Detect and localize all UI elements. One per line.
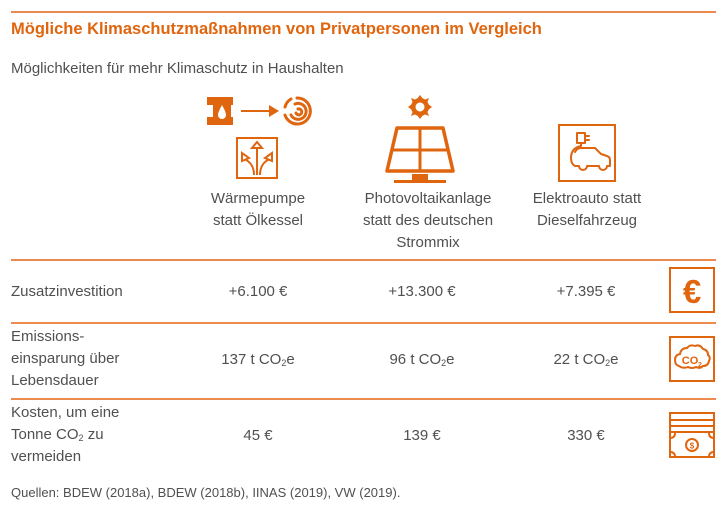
solar-panel-icon bbox=[380, 95, 460, 185]
cell-emissions-electric-car: 22 t CO2e bbox=[553, 351, 619, 368]
top-rule bbox=[11, 11, 716, 13]
table-rule bbox=[11, 259, 716, 261]
column-header-heatpump: Wärmepumpe statt Ölkessel bbox=[210, 190, 306, 229]
row-label-kosten: Kosten, um eine Tonne CO2 zu vermeiden bbox=[11, 404, 120, 465]
svg-text:$: $ bbox=[690, 442, 695, 451]
cell-cost-heatpump: 45 € bbox=[243, 427, 273, 444]
column-header-electric-car: Elektroauto statt Dieselfahrzeug bbox=[532, 190, 642, 229]
cell-cost-photovoltaic: 139 € bbox=[403, 427, 441, 444]
euro-icon: € bbox=[669, 267, 715, 313]
row-label-emissionseinsparung: Emissions- einsparung über Lebensdauer bbox=[11, 328, 120, 389]
svg-text:2: 2 bbox=[698, 362, 702, 369]
oil-to-heatpump-icon bbox=[205, 95, 320, 185]
cell-emissions-heatpump: 137 t CO2e bbox=[221, 351, 295, 368]
cell-investment-heatpump: +6.100 € bbox=[228, 283, 288, 300]
row-label-zusatzinvestition: Zusatzinvestition bbox=[11, 283, 123, 300]
cell-cost-electric-car: 330 € bbox=[567, 427, 605, 444]
svg-text:CO: CO bbox=[682, 355, 699, 367]
table-rule bbox=[11, 322, 716, 324]
table-rule bbox=[11, 398, 716, 400]
chart-subtitle: Möglichkeiten für mehr Klimaschutz in Ha… bbox=[11, 60, 344, 77]
cell-emissions-photovoltaic: 96 t CO2e bbox=[389, 351, 455, 368]
electric-car-icon bbox=[558, 124, 616, 182]
co2-cloud-icon: CO 2 bbox=[669, 336, 715, 382]
source-note: Quellen: BDEW (2018a), BDEW (2018b), IIN… bbox=[11, 485, 401, 500]
chart-title: Mögliche Klimaschutzmaßnahmen von Privat… bbox=[11, 20, 542, 38]
cell-investment-electric-car: +7.395 € bbox=[556, 283, 616, 300]
cell-investment-photovoltaic: +13.300 € bbox=[388, 283, 456, 300]
svg-text:€: € bbox=[683, 273, 701, 310]
column-header-photovoltaic: Photovoltaikanlage statt des deutschen S… bbox=[362, 190, 494, 251]
money-stack-icon: $ bbox=[669, 412, 715, 458]
